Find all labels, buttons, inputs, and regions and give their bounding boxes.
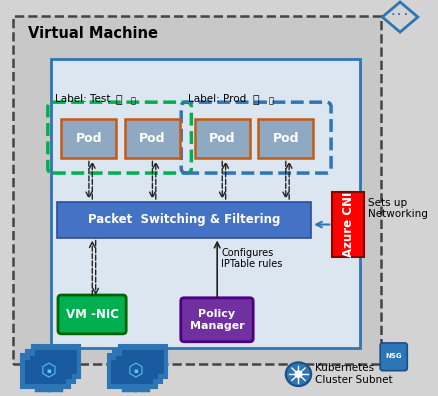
- Circle shape: [294, 371, 301, 377]
- FancyBboxPatch shape: [58, 295, 126, 334]
- Bar: [124, 119, 180, 158]
- Text: Pod: Pod: [75, 132, 102, 145]
- Bar: [122, 350, 163, 374]
- Bar: [118, 345, 167, 378]
- Bar: [332, 192, 363, 257]
- Text: 📋: 📋: [115, 95, 122, 105]
- Bar: [32, 345, 80, 378]
- Bar: [25, 360, 66, 384]
- Text: 📋: 📋: [252, 95, 259, 105]
- Bar: [61, 119, 116, 158]
- Bar: [258, 119, 313, 158]
- Text: 🔒: 🔒: [131, 96, 135, 105]
- Text: NSG: NSG: [385, 353, 401, 360]
- Text: Pod: Pod: [208, 132, 235, 145]
- Text: Azure CNI: Azure CNI: [341, 192, 354, 257]
- Bar: [51, 59, 359, 348]
- Bar: [30, 356, 71, 379]
- Text: Label: Test: Label: Test: [55, 94, 110, 104]
- Text: Kubernetes
Cluster Subnet: Kubernetes Cluster Subnet: [314, 364, 392, 385]
- Text: ▪: ▪: [46, 368, 51, 375]
- Text: VM -NIC: VM -NIC: [65, 308, 118, 321]
- Text: ▪: ▪: [133, 368, 138, 375]
- Text: Policy
Manager: Policy Manager: [189, 309, 244, 331]
- Text: Virtual Machine: Virtual Machine: [28, 26, 157, 41]
- Text: Pod: Pod: [139, 132, 165, 145]
- Text: 🔒: 🔒: [268, 96, 273, 105]
- Bar: [108, 354, 156, 388]
- FancyBboxPatch shape: [180, 298, 253, 342]
- Text: ···: ···: [389, 10, 409, 21]
- Bar: [57, 202, 311, 238]
- Bar: [113, 350, 161, 383]
- Text: Pod: Pod: [272, 132, 298, 145]
- Text: ⬡: ⬡: [127, 362, 143, 381]
- Text: Label: Prod: Label: Prod: [188, 94, 246, 104]
- Bar: [116, 356, 158, 379]
- Bar: [26, 350, 75, 383]
- Bar: [194, 119, 249, 158]
- Circle shape: [285, 362, 311, 386]
- FancyBboxPatch shape: [379, 343, 406, 371]
- Text: Configures
IPTable rules: Configures IPTable rules: [221, 248, 282, 269]
- Bar: [21, 354, 70, 388]
- Bar: [111, 360, 153, 384]
- Text: Packet  Switching & Filtering: Packet Switching & Filtering: [88, 213, 280, 226]
- Bar: [13, 16, 380, 364]
- Text: Sets up
Networking: Sets up Networking: [367, 198, 427, 219]
- Bar: [35, 350, 77, 374]
- Text: ⬡: ⬡: [41, 362, 57, 381]
